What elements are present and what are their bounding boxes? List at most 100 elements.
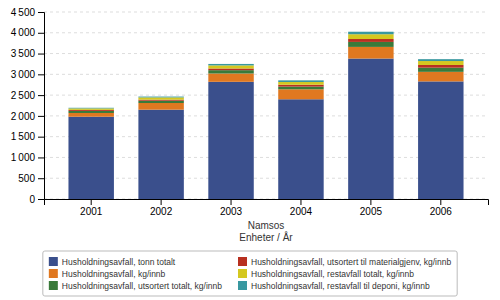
bar	[278, 82, 323, 85]
bar	[138, 96, 183, 98]
x-axis: 2001 2002 2003 2004 2005 2006	[45, 199, 489, 217]
legend-swatch	[238, 269, 247, 278]
bar-series	[68, 47, 463, 117]
tick: 4 500	[11, 7, 44, 18]
legend-label: Husholdningsavfall, restavfall totalt, k…	[251, 269, 414, 279]
bar	[418, 61, 463, 65]
bar	[418, 81, 463, 199]
tick: 3 000	[11, 69, 44, 80]
tick-label: 4 000	[11, 27, 36, 38]
bar	[418, 68, 463, 72]
tick-label: 2 500	[11, 90, 36, 101]
tick-label: 0	[29, 194, 35, 205]
bar	[68, 110, 113, 111]
bar-series	[68, 32, 463, 109]
tick: 2 500	[11, 90, 44, 101]
grid	[44, 12, 488, 199]
tick: 0	[29, 194, 44, 205]
tick: 1 000	[11, 152, 44, 163]
legend-swatch	[49, 281, 58, 290]
tick-mark	[38, 74, 44, 75]
tick-mark	[91, 199, 92, 205]
tick-label: 2003	[220, 206, 243, 217]
legend-item: Husholdningsavfall, tonn totalt	[49, 257, 176, 267]
bar	[348, 32, 393, 34]
legend-label: Husholdningsavfall, utsortert til materi…	[251, 257, 451, 267]
bar	[138, 97, 183, 99]
bar	[138, 103, 183, 110]
bar	[348, 34, 393, 39]
bar	[278, 89, 323, 99]
bar	[278, 85, 323, 87]
bar	[418, 65, 463, 68]
bar	[278, 87, 323, 90]
bar-series	[68, 39, 463, 111]
tick-mark	[440, 199, 441, 205]
grid-line	[44, 12, 488, 13]
tick-mark	[38, 33, 44, 34]
tick: 2 000	[11, 111, 44, 122]
bar	[68, 108, 113, 109]
tick-label: 2 000	[11, 111, 36, 122]
axis-line	[45, 200, 489, 206]
bar	[278, 99, 323, 199]
tick-mark	[38, 95, 44, 96]
tick-mark	[38, 178, 44, 179]
bar	[68, 107, 113, 109]
tick-mark	[38, 157, 44, 158]
legend-item: Husholdningsavfall, restavfall til depon…	[238, 281, 430, 291]
bar	[208, 69, 253, 71]
bar	[278, 80, 323, 82]
tick: 2006	[430, 199, 453, 217]
legend-frame	[43, 251, 457, 296]
tick: 3 500	[11, 48, 44, 59]
tick-label: 1 000	[11, 152, 36, 163]
tick-mark	[38, 137, 44, 138]
tick-label: 500	[18, 173, 35, 184]
bar-series	[68, 42, 463, 113]
tick: 1 500	[11, 131, 44, 142]
tick-mark	[231, 199, 232, 205]
bar	[208, 82, 253, 199]
bar	[418, 59, 463, 61]
legend-item: Husholdningsavfall, kg/innb	[49, 269, 166, 279]
bar	[348, 47, 393, 59]
legend-item: Husholdningsavfall, utsortert til materi…	[238, 257, 451, 267]
tick-label: 2006	[430, 206, 453, 217]
legend-swatch	[49, 269, 58, 278]
tick-label: 3 000	[11, 69, 36, 80]
grid-line	[44, 32, 488, 33]
x-axis-label-line: Namsos	[248, 220, 285, 231]
bar	[208, 64, 253, 65]
legend-item: Husholdningsavfall, utsortert totalt, kg…	[49, 281, 222, 291]
legend-label: Husholdningsavfall, tonn totalt	[62, 257, 176, 267]
axis-line	[38, 13, 45, 200]
tick-label: 2001	[80, 206, 103, 217]
tick-label: 2002	[150, 206, 173, 217]
tick-label: 4 500	[11, 7, 36, 18]
legend-label: Husholdningsavfall, kg/innb	[62, 269, 166, 279]
tick-mark	[38, 199, 44, 200]
bar	[348, 39, 393, 42]
bars	[68, 32, 463, 199]
tick: 4 000	[11, 27, 44, 38]
bar	[208, 74, 253, 82]
bar	[208, 65, 253, 68]
bar	[68, 117, 113, 199]
bar	[418, 72, 463, 82]
tick: 2005	[360, 199, 383, 217]
tick: 2004	[290, 199, 313, 217]
legend-item: Husholdningsavfall, restavfall totalt, k…	[238, 269, 414, 279]
tick-label: 2005	[360, 206, 383, 217]
tick: 2002	[150, 199, 173, 217]
legend-label: Husholdningsavfall, utsortert totalt, kg…	[62, 281, 222, 291]
bar	[68, 113, 113, 117]
bar	[68, 111, 113, 113]
tick-mark	[38, 54, 44, 55]
bar	[348, 59, 393, 199]
legend: Husholdningsavfall, tonn totalt Husholdni…	[43, 251, 457, 296]
tick-mark	[161, 199, 162, 205]
tick-mark	[38, 12, 44, 13]
bar	[138, 110, 183, 199]
tick-mark	[300, 199, 301, 205]
